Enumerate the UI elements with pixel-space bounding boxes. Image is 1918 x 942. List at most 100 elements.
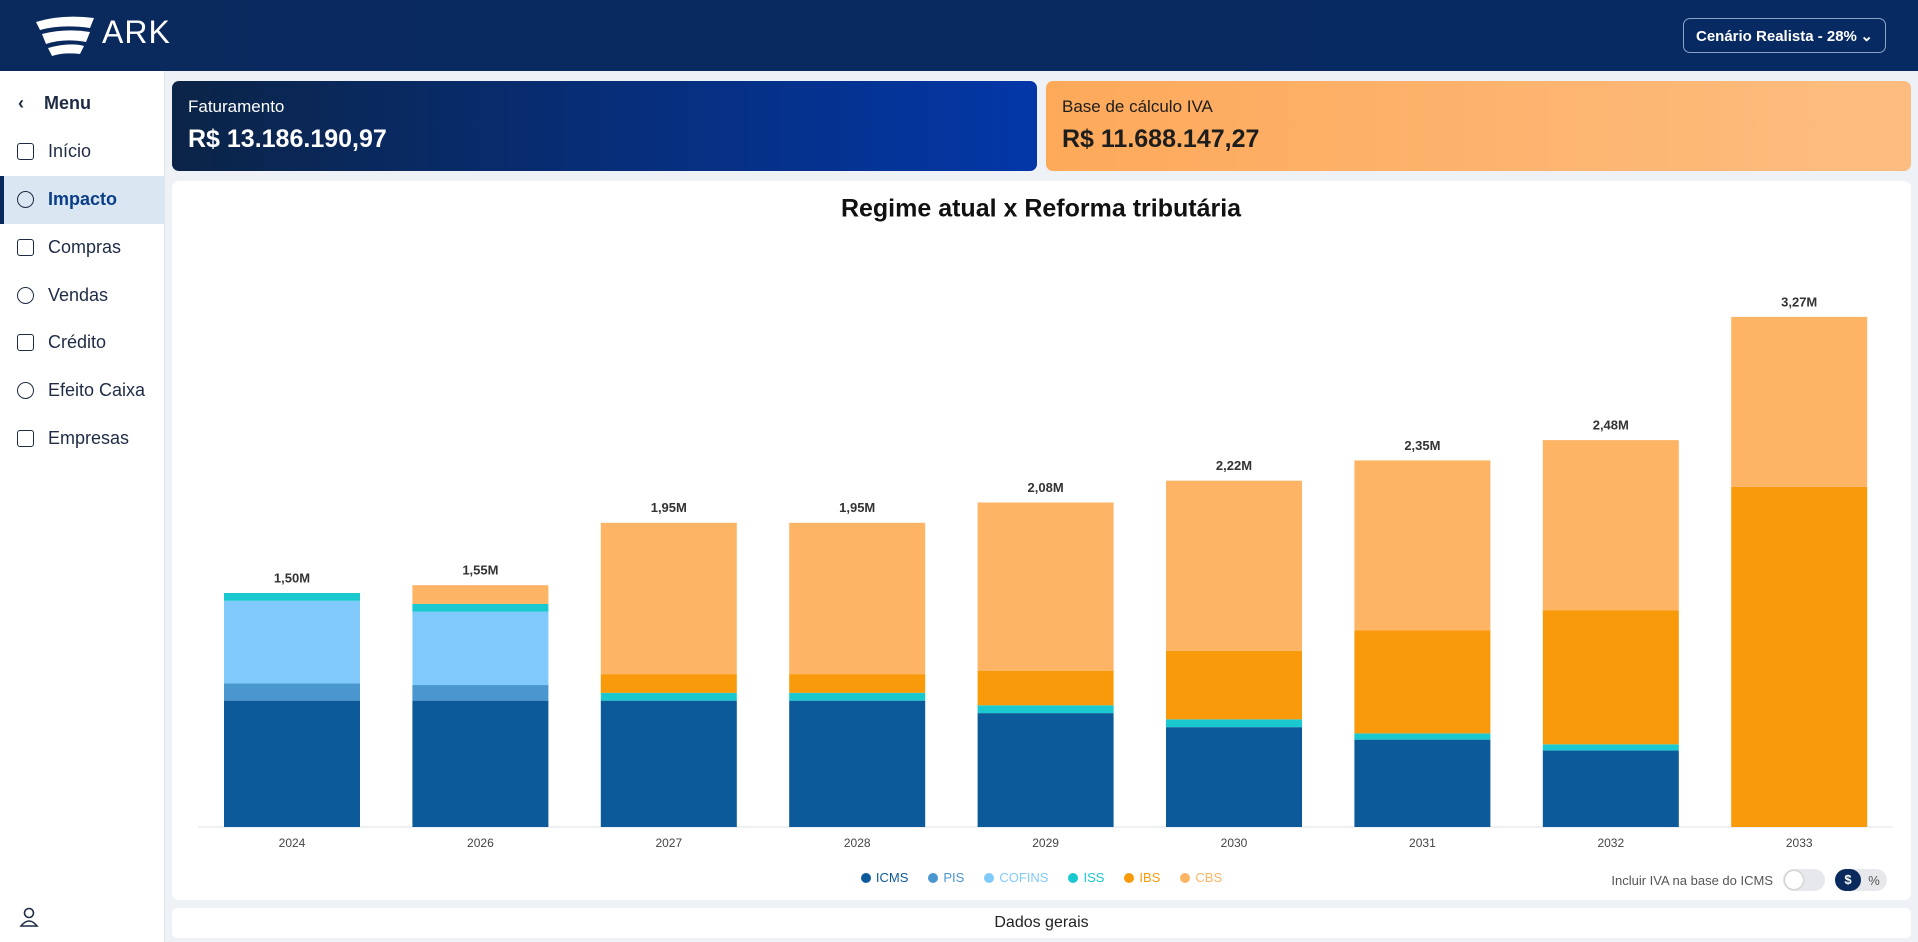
controls: Incluir IVA na base do ICMS $ % [1611, 869, 1887, 891]
bar-segment [1166, 650, 1302, 720]
legend-item[interactable]: CBS [1180, 870, 1222, 885]
total-label: 1,95M [651, 500, 687, 515]
legend-swatch [984, 873, 995, 883]
legend-label: PIS [943, 870, 965, 885]
total-label: 3,27M [1781, 294, 1817, 309]
x-tick-label: 2028 [844, 836, 871, 850]
bar-segment [600, 674, 737, 693]
nav-icon [17, 382, 34, 399]
total-label: 1,95M [839, 500, 875, 515]
card-label: Base de cálculo IVA [1062, 97, 1213, 116]
bar-segment [1354, 630, 1491, 734]
bar-segment [789, 522, 926, 675]
nav-label: Crédito [48, 332, 107, 352]
nav-icon [17, 239, 34, 256]
nav-item[interactable]: Crédito [17, 332, 107, 353]
nav-item[interactable]: Vendas [17, 285, 109, 306]
bar-segment [1542, 750, 1679, 827]
bar-segment [789, 674, 926, 693]
currency-option[interactable]: $ [1835, 869, 1861, 891]
percent-option[interactable]: % [1868, 872, 1880, 888]
chevron: ⌄ [1860, 28, 1873, 45]
legend-label: IBS [1139, 870, 1161, 885]
bar-segment [977, 502, 1114, 671]
bar-segment [412, 685, 549, 701]
x-tick-label: 2026 [467, 836, 494, 850]
nav-item[interactable]: Efeito Caixa [17, 380, 146, 401]
nav-label: Empresas [48, 428, 130, 448]
nav-label: Vendas [48, 285, 109, 305]
legend-swatch [1124, 873, 1135, 883]
bar-segment [600, 700, 737, 827]
scenario-dropdown[interactable]: Cenário Realista - 28% ⌄ [1683, 18, 1886, 53]
bar-segment [789, 700, 926, 827]
bar-segment [224, 593, 360, 601]
nav-label: Compras [48, 237, 122, 257]
bar-segment [412, 603, 549, 612]
legend-swatch [860, 873, 871, 883]
chart-panel: Regime atual x Reforma tributária 2024 1,… [172, 181, 1911, 900]
nav-item[interactable]: Impacto [17, 189, 118, 210]
legend: ICMS PIS COFINS ISS IBS CBS [172, 870, 1911, 885]
total-label: 1,50M [274, 570, 310, 585]
legend-item[interactable]: IBS [1124, 870, 1160, 885]
bar-segment [1731, 486, 1868, 827]
bar-segment [1542, 610, 1679, 745]
bar-segment [600, 692, 737, 701]
bar-segment [977, 713, 1114, 827]
legend-item[interactable]: ICMS [860, 870, 909, 885]
nav-icon [17, 334, 34, 351]
user-icon[interactable] [18, 906, 40, 928]
total-label: 2,22M [1216, 458, 1252, 473]
top-bar: ARK Cenário Realista - 28% ⌄ [0, 0, 1918, 71]
menu-toggle[interactable]: ‹ Menu [18, 93, 91, 114]
section-header[interactable]: Dados gerais [172, 908, 1911, 938]
bar-segment [412, 700, 549, 827]
legend-label: CBS [1195, 870, 1223, 885]
bar-segment [1166, 727, 1302, 827]
chart: Regime atual x Reforma tributária 2024 1,… [198, 195, 1893, 850]
legend-item[interactable]: COFINS [984, 870, 1048, 885]
card-revenue: Faturamento R$ 13.186.190,97 [172, 81, 1037, 171]
bar-segment [1354, 733, 1491, 740]
x-tick-label: 2024 [279, 836, 306, 850]
legend-item[interactable]: PIS [928, 870, 964, 885]
card-value: R$ 13.186.190,97 [188, 125, 387, 153]
legend-label: ICMS [875, 870, 909, 885]
legend-swatch [1068, 873, 1079, 883]
bar-segment [1166, 480, 1302, 651]
nav-label: Impacto [48, 189, 118, 209]
nav-item[interactable]: Início [17, 141, 91, 162]
unit-switch: $ % [1835, 869, 1887, 891]
bar-segment [1354, 460, 1491, 631]
x-tick-label: 2029 [1032, 836, 1059, 850]
logo-icon [36, 16, 94, 56]
x-tick-label: 2033 [1786, 836, 1813, 850]
bar-segment [1166, 719, 1302, 728]
scenario-label: Cenário Realista - 28% [1696, 28, 1857, 45]
nav-label: Efeito Caixa [48, 380, 146, 400]
total-label: 1,55M [462, 563, 498, 578]
nav-item[interactable]: Empresas [17, 428, 130, 449]
bar-segment [412, 611, 549, 686]
logo: ARK [102, 14, 171, 50]
bar-segment [224, 700, 360, 827]
total-label: 2,08M [1028, 480, 1064, 495]
bar-segment [224, 683, 360, 701]
legend-item[interactable]: ISS [1068, 870, 1104, 885]
chart-title: Regime atual x Reforma tributária [841, 195, 1242, 223]
bar-segment [977, 671, 1114, 706]
menu-label: Menu [44, 93, 91, 113]
x-tick-label: 2030 [1221, 836, 1248, 850]
bar-segment [1542, 440, 1679, 611]
bar-segment [600, 522, 737, 675]
total-label: 2,35M [1404, 438, 1440, 453]
nav-icon [17, 430, 34, 447]
bar-segment [1731, 316, 1868, 487]
include-iva-label: Incluir IVA na base do ICMS [1611, 872, 1773, 888]
legend-label: COFINS [999, 870, 1049, 885]
nav-item[interactable]: Compras [17, 237, 122, 258]
include-iva-toggle[interactable] [1783, 869, 1825, 891]
legend-swatch [1180, 873, 1191, 883]
